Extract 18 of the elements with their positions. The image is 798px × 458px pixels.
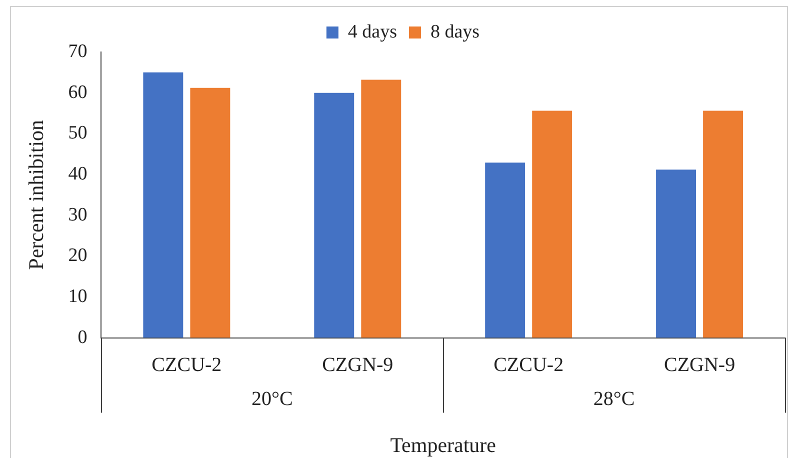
y-tick-label: 20 bbox=[68, 245, 88, 266]
y-tick-label: 30 bbox=[68, 204, 88, 226]
x-tick-label: CZGN-9 bbox=[322, 354, 394, 376]
legend-label: 8 days bbox=[430, 21, 480, 42]
y-tick-label: 0 bbox=[78, 326, 88, 348]
y-axis-title: Percent inhibition bbox=[24, 119, 48, 270]
x-axis-title: Temperature bbox=[390, 432, 496, 457]
y-tick-label: 70 bbox=[68, 40, 88, 62]
x-tick-label: CZCU-2 bbox=[152, 354, 222, 376]
y-tick-label: 40 bbox=[68, 163, 88, 184]
y-tick-label: 60 bbox=[68, 82, 88, 103]
y-tick-label: 50 bbox=[68, 122, 88, 144]
y-tick-label: 10 bbox=[68, 286, 88, 307]
text: 28°C bbox=[593, 388, 635, 410]
legend-label: 4 days bbox=[348, 21, 397, 42]
text: 20°C bbox=[251, 388, 293, 410]
x-tick-label: CZCU-2 bbox=[494, 354, 564, 376]
x-tick-label: CZGN-9 bbox=[664, 354, 736, 376]
